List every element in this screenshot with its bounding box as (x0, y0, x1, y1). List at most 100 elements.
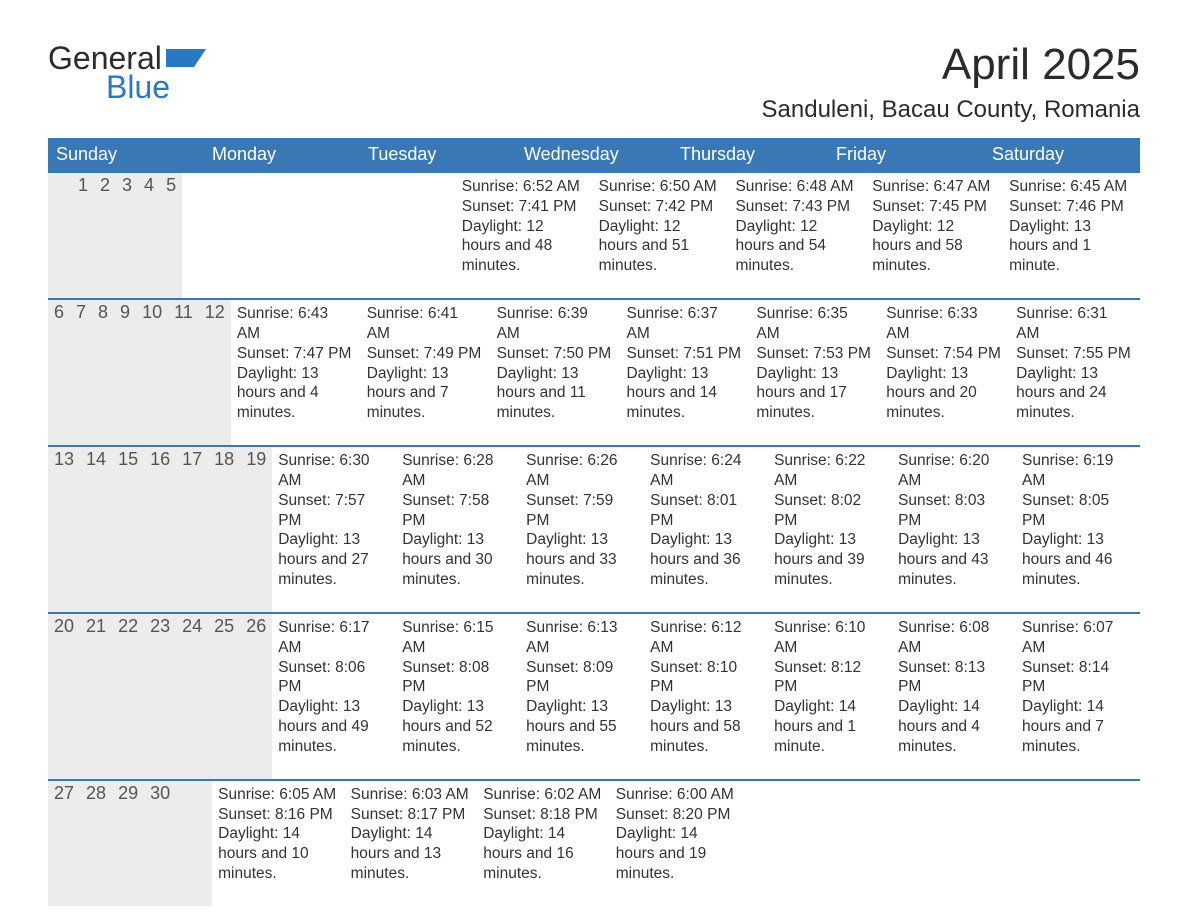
day-number: 2 (94, 173, 116, 298)
day-cell: Sunrise: 6:52 AMSunset: 7:41 PMDaylight:… (456, 173, 593, 276)
sunrise-line: Sunrise: 6:12 AM (650, 618, 762, 658)
week-row: 6789101112Sunrise: 6:43 AMSunset: 7:47 P… (48, 298, 1140, 445)
day-number: 5 (160, 173, 182, 298)
day-cell: Sunrise: 6:48 AMSunset: 7:43 PMDaylight:… (729, 173, 866, 276)
day-number: 21 (80, 614, 112, 779)
day-number-row: 20212223242526 (48, 614, 272, 779)
sunrise-line: Sunrise: 6:28 AM (402, 451, 514, 491)
sunrise-line: Sunrise: 6:02 AM (483, 785, 604, 805)
week-row: 13141516171819Sunrise: 6:30 AMSunset: 7:… (48, 445, 1140, 612)
day-body-row: Sunrise: 6:52 AMSunset: 7:41 PMDaylight:… (182, 173, 1140, 298)
sunset-line: Sunset: 7:47 PM (237, 344, 355, 364)
day-cell: Sunrise: 6:35 AMSunset: 7:53 PMDaylight:… (750, 300, 880, 423)
sunset-line: Sunset: 8:10 PM (650, 658, 762, 698)
day-cell (742, 781, 875, 884)
day-cell: Sunrise: 6:19 AMSunset: 8:05 PMDaylight:… (1016, 447, 1140, 590)
sunset-line: Sunset: 7:55 PM (1016, 344, 1134, 364)
sunset-line: Sunset: 7:51 PM (626, 344, 744, 364)
day-cell: Sunrise: 6:30 AMSunset: 7:57 PMDaylight:… (272, 447, 396, 590)
day-cell: Sunrise: 6:13 AMSunset: 8:09 PMDaylight:… (520, 614, 644, 757)
day-number (188, 781, 200, 906)
daylight-line: Daylight: 13 hours and 46 minutes. (1022, 530, 1134, 589)
sunrise-line: Sunrise: 6:24 AM (650, 451, 762, 491)
daylight-line: Daylight: 13 hours and 30 minutes. (402, 530, 514, 589)
daylight-line: Daylight: 13 hours and 49 minutes. (278, 697, 390, 756)
day-number: 7 (70, 300, 92, 445)
day-cell: Sunrise: 6:33 AMSunset: 7:54 PMDaylight:… (880, 300, 1010, 423)
day-cell: Sunrise: 6:07 AMSunset: 8:14 PMDaylight:… (1016, 614, 1140, 757)
location-text: Sanduleni, Bacau County, Romania (762, 96, 1140, 124)
sunrise-line: Sunrise: 6:52 AM (462, 177, 587, 197)
sunrise-line: Sunrise: 6:00 AM (616, 785, 737, 805)
sunrise-line: Sunrise: 6:50 AM (599, 177, 724, 197)
sunset-line: Sunset: 7:42 PM (599, 197, 724, 217)
day-number: 10 (136, 300, 168, 445)
sunrise-line: Sunrise: 6:37 AM (626, 304, 744, 344)
sunrise-line: Sunrise: 6:30 AM (278, 451, 390, 491)
day-number: 12 (199, 300, 231, 445)
day-number: 28 (80, 781, 112, 906)
sunrise-line: Sunrise: 6:03 AM (351, 785, 472, 805)
sunrise-line: Sunrise: 6:45 AM (1009, 177, 1134, 197)
day-cell: Sunrise: 6:17 AMSunset: 8:06 PMDaylight:… (272, 614, 396, 757)
sunset-line: Sunset: 8:05 PM (1022, 491, 1134, 531)
daylight-line: Daylight: 12 hours and 58 minutes. (872, 217, 997, 276)
day-cell: Sunrise: 6:02 AMSunset: 8:18 PMDaylight:… (477, 781, 610, 884)
daylight-line: Daylight: 13 hours and 20 minutes. (886, 364, 1004, 423)
day-number: 29 (112, 781, 144, 906)
weekday-header: Friday (828, 138, 984, 171)
sunset-line: Sunset: 8:01 PM (650, 491, 762, 531)
day-cell: Sunrise: 6:50 AMSunset: 7:42 PMDaylight:… (593, 173, 730, 276)
weekday-header-row: Sunday Monday Tuesday Wednesday Thursday… (48, 138, 1140, 171)
day-cell (1007, 781, 1140, 884)
day-number: 8 (92, 300, 114, 445)
daylight-line: Daylight: 13 hours and 7 minutes. (367, 364, 485, 423)
day-number: 26 (240, 614, 272, 779)
header: General Blue April 2025 Sanduleni, Bacau… (48, 40, 1140, 124)
sunset-line: Sunset: 8:02 PM (774, 491, 886, 531)
sunset-line: Sunset: 8:03 PM (898, 491, 1010, 531)
day-cell: Sunrise: 6:05 AMSunset: 8:16 PMDaylight:… (212, 781, 345, 884)
day-cell (875, 781, 1008, 884)
day-number-row: 6789101112 (48, 300, 231, 445)
day-number: 3 (116, 173, 138, 298)
day-cell: Sunrise: 6:31 AMSunset: 7:55 PMDaylight:… (1010, 300, 1140, 423)
daylight-line: Daylight: 14 hours and 10 minutes. (218, 824, 339, 883)
day-cell: Sunrise: 6:08 AMSunset: 8:13 PMDaylight:… (892, 614, 1016, 757)
sunset-line: Sunset: 8:17 PM (351, 805, 472, 825)
day-number: 19 (240, 447, 272, 612)
day-cell: Sunrise: 6:28 AMSunset: 7:58 PMDaylight:… (396, 447, 520, 590)
weekday-header: Wednesday (516, 138, 672, 171)
day-cell: Sunrise: 6:03 AMSunset: 8:17 PMDaylight:… (345, 781, 478, 884)
day-number: 11 (168, 300, 199, 445)
day-number: 30 (144, 781, 176, 906)
daylight-line: Daylight: 13 hours and 33 minutes. (526, 530, 638, 589)
daylight-line: Daylight: 13 hours and 52 minutes. (402, 697, 514, 756)
day-cell: Sunrise: 6:10 AMSunset: 8:12 PMDaylight:… (768, 614, 892, 757)
day-cell: Sunrise: 6:39 AMSunset: 7:50 PMDaylight:… (491, 300, 621, 423)
daylight-line: Daylight: 13 hours and 58 minutes. (650, 697, 762, 756)
daylight-line: Daylight: 13 hours and 24 minutes. (1016, 364, 1134, 423)
day-cell (319, 173, 456, 276)
day-number: 17 (176, 447, 208, 612)
weekday-header: Sunday (48, 138, 204, 171)
sunrise-line: Sunrise: 6:35 AM (756, 304, 874, 344)
daylight-line: Daylight: 13 hours and 27 minutes. (278, 530, 390, 589)
day-number: 1 (72, 173, 94, 298)
day-cell: Sunrise: 6:26 AMSunset: 7:59 PMDaylight:… (520, 447, 644, 590)
day-number: 25 (208, 614, 240, 779)
daylight-line: Daylight: 12 hours and 51 minutes. (599, 217, 724, 276)
day-cell: Sunrise: 6:45 AMSunset: 7:46 PMDaylight:… (1003, 173, 1140, 276)
sunrise-line: Sunrise: 6:41 AM (367, 304, 485, 344)
sunrise-line: Sunrise: 6:17 AM (278, 618, 390, 658)
page-title: April 2025 (762, 40, 1140, 90)
week-row: 27282930Sunrise: 6:05 AMSunset: 8:16 PMD… (48, 779, 1140, 906)
daylight-line: Daylight: 13 hours and 43 minutes. (898, 530, 1010, 589)
title-block: April 2025 Sanduleni, Bacau County, Roma… (762, 40, 1140, 124)
weekday-header: Tuesday (360, 138, 516, 171)
weekday-header: Saturday (984, 138, 1140, 171)
sunrise-line: Sunrise: 6:07 AM (1022, 618, 1134, 658)
daylight-line: Daylight: 13 hours and 17 minutes. (756, 364, 874, 423)
daylight-line: Daylight: 13 hours and 14 minutes. (626, 364, 744, 423)
daylight-line: Daylight: 13 hours and 4 minutes. (237, 364, 355, 423)
